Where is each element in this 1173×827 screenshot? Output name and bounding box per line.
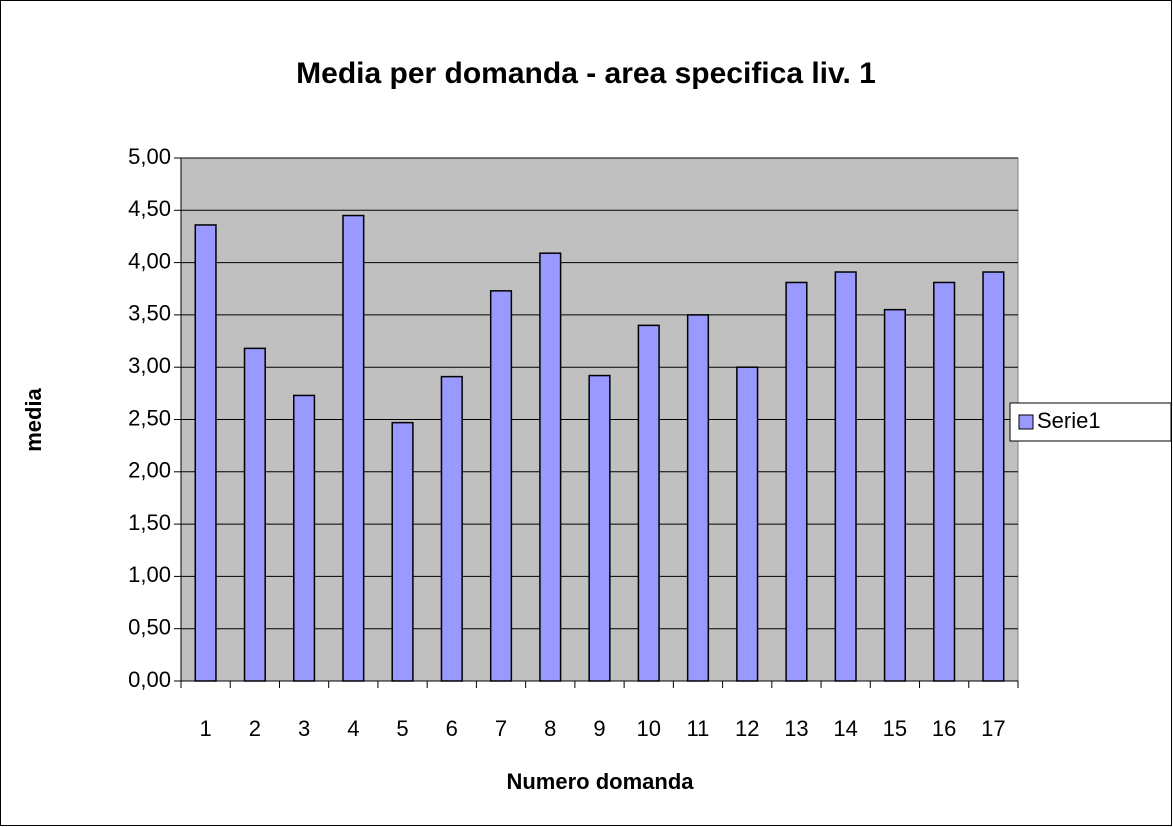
x-tick-label: 5 bbox=[396, 716, 408, 741]
y-tick-label: 2,00 bbox=[128, 458, 171, 483]
legend-label: Serie1 bbox=[1037, 408, 1101, 433]
x-tick-label: 1 bbox=[199, 716, 211, 741]
y-tick-label: 3,50 bbox=[128, 301, 171, 326]
x-tick-label: 10 bbox=[636, 716, 660, 741]
bar bbox=[342, 214, 365, 682]
bar bbox=[933, 281, 956, 682]
y-tick-label: 5,00 bbox=[128, 144, 171, 169]
bar bbox=[489, 290, 513, 682]
x-tick-label: 6 bbox=[446, 716, 458, 741]
y-tick-label: 0,50 bbox=[128, 615, 171, 640]
x-tick-label: 8 bbox=[544, 716, 556, 741]
x-tick-label: 12 bbox=[735, 716, 759, 741]
x-tick-label: 2 bbox=[249, 716, 261, 741]
x-tick-label: 4 bbox=[347, 716, 359, 741]
bar bbox=[686, 314, 710, 682]
y-tick-label: 0,00 bbox=[128, 667, 171, 692]
bar bbox=[292, 394, 316, 682]
x-tick-label: 17 bbox=[981, 716, 1005, 741]
bar bbox=[982, 271, 1005, 682]
x-axis-title: Numero domanda bbox=[506, 769, 694, 794]
y-tick-label: 4,00 bbox=[128, 248, 171, 273]
bar bbox=[736, 366, 759, 682]
y-tick-label: 1,00 bbox=[128, 562, 171, 587]
y-tick-label: 3,00 bbox=[128, 353, 171, 378]
y-axis-title: media bbox=[21, 387, 46, 451]
bar bbox=[440, 375, 463, 682]
x-tick-label: 9 bbox=[593, 716, 605, 741]
bar bbox=[834, 271, 857, 682]
x-tick-label: 15 bbox=[883, 716, 907, 741]
bar bbox=[785, 281, 808, 682]
x-tick-label: 11 bbox=[687, 716, 710, 741]
bar bbox=[391, 421, 414, 682]
y-tick-label: 1,50 bbox=[128, 510, 171, 535]
y-tick-label: 4,50 bbox=[128, 196, 171, 221]
bar bbox=[194, 224, 217, 682]
y-tick-label: 2,50 bbox=[128, 405, 171, 430]
x-tick-label: 16 bbox=[932, 716, 956, 741]
legend-box bbox=[1009, 402, 1172, 442]
x-tick-label: 13 bbox=[784, 716, 808, 741]
bar bbox=[588, 374, 611, 682]
bar bbox=[883, 308, 907, 682]
x-tick-label: 7 bbox=[495, 716, 507, 741]
bar bbox=[539, 252, 562, 682]
x-tick-label: 14 bbox=[833, 716, 857, 741]
legend-swatch bbox=[1018, 414, 1034, 430]
x-tick-label: 3 bbox=[298, 716, 310, 741]
chart-title: Media per domanda - area specifica liv. … bbox=[296, 57, 876, 90]
bar bbox=[243, 347, 266, 682]
bar bbox=[637, 324, 660, 682]
